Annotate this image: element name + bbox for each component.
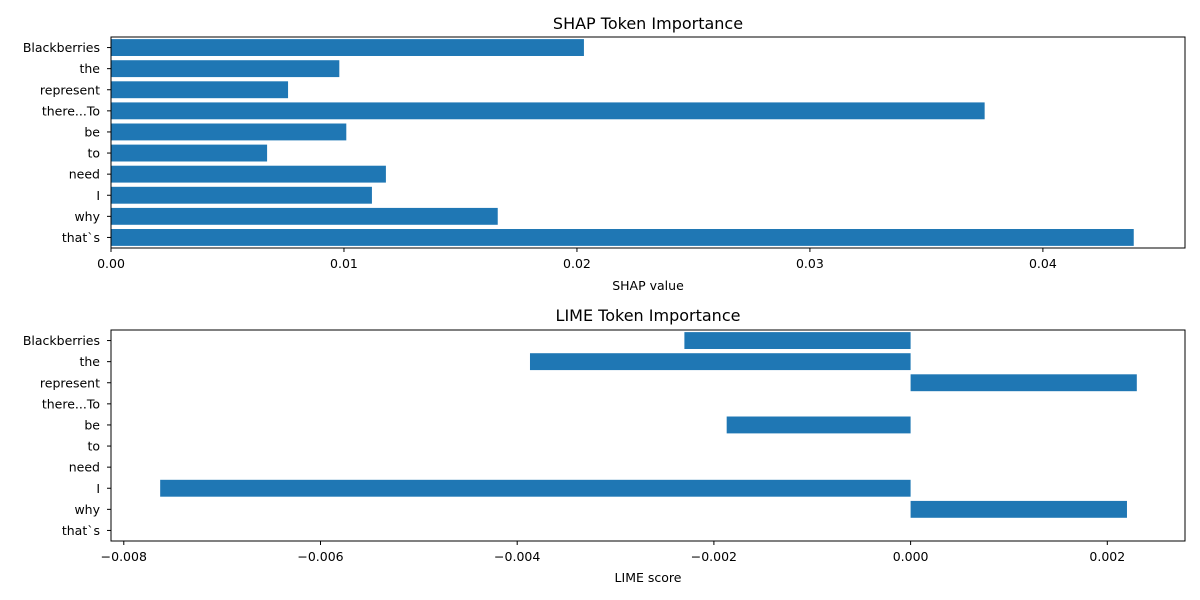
bar [111, 123, 347, 141]
bar [111, 229, 1134, 246]
x-tick-label: 0.04 [1029, 256, 1057, 271]
lime-chart: LIME Token Importance Blackberries the rep… [23, 306, 1186, 585]
y-tick-label: the [79, 354, 100, 369]
y-tick-label: need [69, 167, 100, 182]
y-tick-label: Blackberries [23, 333, 100, 348]
y-tick-label: I [96, 188, 100, 203]
y-axis: Blackberries the represent there...To be to ne… [23, 40, 111, 245]
x-tick-label: 0.03 [796, 256, 824, 271]
y-tick-label: Blackberries [23, 40, 100, 55]
y-tick-label: the [79, 61, 100, 76]
x-tick-label: −0.004 [494, 549, 540, 564]
y-tick-label: that`s [62, 230, 100, 245]
bar [910, 500, 1127, 518]
x-tick-label: 0.00 [97, 256, 125, 271]
y-tick-label: be [84, 124, 100, 139]
plot-frame [110, 36, 1186, 249]
bar [111, 186, 372, 204]
bar [910, 374, 1137, 392]
plot-frame [110, 329, 1186, 542]
bar [111, 60, 340, 78]
bar [111, 144, 268, 162]
x-tick-label: 0.002 [1089, 549, 1125, 564]
y-tick-label: represent [40, 82, 100, 97]
x-tick-label: 0.01 [330, 256, 358, 271]
x-tick-label: 0.02 [563, 256, 591, 271]
bars [160, 332, 1137, 518]
y-tick-label: be [84, 417, 100, 432]
y-tick-label: why [74, 209, 100, 224]
bar [111, 165, 386, 183]
x-tick-label: −0.002 [691, 549, 737, 564]
y-tick-label: there...To [42, 396, 100, 411]
bar [111, 39, 584, 56]
x-axis: −0.008 −0.006 −0.004 −0.002 0.000 0.002 [101, 541, 1125, 564]
bar [684, 332, 911, 349]
x-axis: 0.00 0.01 0.02 0.03 0.04 [97, 248, 1057, 271]
y-tick-label: represent [40, 375, 100, 390]
x-axis-label: LIME score [615, 570, 682, 585]
y-tick-label: to [87, 146, 100, 161]
bars [111, 39, 1134, 246]
shap-chart: SHAP Token Importance Blackberries the rep… [23, 14, 1186, 293]
y-tick-label: I [96, 481, 100, 496]
x-tick-label: 0.000 [893, 549, 929, 564]
x-tick-label: −0.008 [101, 549, 147, 564]
chart-title: SHAP Token Importance [553, 14, 743, 33]
bar [111, 207, 498, 225]
y-tick-label: need [69, 460, 100, 475]
y-axis: Blackberries the represent there...To be to ne… [23, 333, 111, 538]
y-tick-label: that`s [62, 523, 100, 538]
y-tick-label: to [87, 439, 100, 454]
chart-title: LIME Token Importance [556, 306, 741, 325]
y-tick-label: there...To [42, 103, 100, 118]
bar [726, 416, 911, 434]
bar [529, 353, 911, 371]
x-tick-label: −0.006 [297, 549, 343, 564]
bar [111, 81, 289, 99]
y-tick-label: why [74, 502, 100, 517]
bar [111, 102, 985, 120]
bar [160, 479, 911, 497]
x-axis-label: SHAP value [612, 278, 684, 293]
